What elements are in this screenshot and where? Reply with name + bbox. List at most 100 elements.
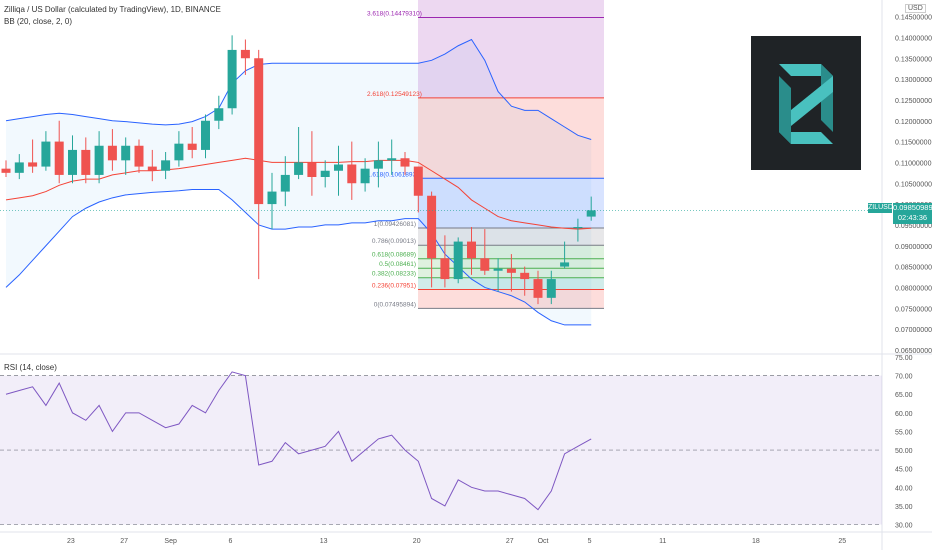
- fib-zone: [418, 227, 604, 246]
- candle-body[interactable]: [134, 145, 144, 167]
- candle-body[interactable]: [453, 241, 463, 280]
- candle-body[interactable]: [174, 143, 184, 161]
- time-tick-label: 18: [752, 538, 760, 545]
- price-tick-label: 0.11500000: [895, 140, 932, 147]
- fib-level-label: 0.382(0.08233): [372, 271, 416, 278]
- fib-level-label: 3.618(0.14479310): [367, 10, 422, 17]
- candle-body[interactable]: [400, 158, 410, 167]
- rsi-tick-label: 75.00: [895, 355, 913, 362]
- candle-body[interactable]: [1, 168, 11, 173]
- rsi-tick-label: 50.00: [895, 448, 913, 455]
- time-tick-label: 27: [120, 538, 128, 545]
- candle-body[interactable]: [360, 168, 370, 184]
- candle-body[interactable]: [347, 164, 357, 184]
- current-price-tag: 0.09850989 02:43:36: [893, 203, 932, 224]
- fib-level-label: 1(0.09426081): [374, 221, 416, 228]
- candle-body[interactable]: [307, 162, 317, 177]
- price-tick-label: 0.08000000: [895, 285, 932, 292]
- candle-body[interactable]: [373, 160, 383, 169]
- candle-body[interactable]: [560, 262, 570, 267]
- rsi-tick-label: 55.00: [895, 429, 913, 436]
- candle-body[interactable]: [201, 120, 210, 150]
- rsi-tick-label: 30.00: [895, 523, 913, 530]
- rsi-indicator-label[interactable]: RSI (14, close): [4, 363, 57, 372]
- candle-body[interactable]: [480, 258, 490, 271]
- time-tick-label: 25: [838, 538, 846, 545]
- fib-level-label: 2.618(0.12549123): [367, 91, 422, 98]
- fib-level-label: 0.236(0.07951): [372, 282, 416, 289]
- price-tick-label: 0.14500000: [895, 15, 932, 22]
- candle-body[interactable]: [267, 191, 277, 205]
- candle-body[interactable]: [28, 162, 38, 167]
- rsi-line: [5, 371, 592, 511]
- candle-body[interactable]: [546, 279, 556, 298]
- fib-level-label: 0.786(0.09013): [372, 238, 416, 245]
- candle-body[interactable]: [586, 210, 596, 217]
- candle-body[interactable]: [320, 170, 330, 177]
- candle-body[interactable]: [14, 162, 24, 173]
- price-tick-label: 0.13000000: [895, 77, 932, 84]
- time-tick-label: 13: [320, 538, 328, 545]
- fib-zone: [418, 245, 604, 259]
- candle-body[interactable]: [440, 258, 450, 280]
- candle-body[interactable]: [493, 268, 503, 271]
- candle-body[interactable]: [161, 160, 171, 171]
- candle-body[interactable]: [41, 141, 51, 167]
- time-tick-label: 6: [229, 538, 233, 545]
- rsi-tick-label: 40.00: [895, 485, 913, 492]
- candle-body[interactable]: [121, 145, 131, 161]
- candle-body[interactable]: [520, 272, 530, 280]
- fib-level-label: 0(0.07495894): [374, 301, 416, 308]
- candle-body[interactable]: [427, 195, 437, 259]
- zilliqa-logo-icon: [751, 36, 861, 170]
- candle-body[interactable]: [107, 145, 117, 161]
- price-tick-label: 0.09000000: [895, 244, 932, 251]
- candle-body[interactable]: [334, 164, 343, 171]
- fib-zone: [418, 289, 604, 309]
- candle-body[interactable]: [467, 241, 476, 259]
- fib-zone: [418, 17, 604, 98]
- candle-body[interactable]: [147, 166, 157, 171]
- rsi-tick-label: 60.00: [895, 411, 913, 418]
- candle-body[interactable]: [227, 49, 237, 109]
- candle-body[interactable]: [506, 268, 516, 273]
- bb-lower-line: [5, 189, 592, 326]
- candle-body[interactable]: [187, 143, 197, 150]
- price-tick-label: 0.07500000: [895, 306, 932, 313]
- price-tick-label: 0.11000000: [895, 160, 932, 167]
- candle-body[interactable]: [533, 279, 543, 298]
- price-tick-label: 0.13500000: [895, 56, 932, 63]
- time-tick-label: 20: [413, 538, 421, 545]
- currency-label[interactable]: USD: [905, 4, 926, 13]
- rsi-tick-label: 35.00: [895, 504, 913, 511]
- candle-body[interactable]: [573, 227, 583, 228]
- candle-body[interactable]: [294, 162, 304, 175]
- time-tick-label: Sep: [164, 538, 177, 545]
- fib-level-label: 0.5(0.08461): [379, 261, 416, 268]
- rsi-tick-label: 70.00: [895, 374, 913, 381]
- fib-level-label: 1.618(0.10618936): [367, 171, 422, 178]
- candle-body[interactable]: [68, 149, 77, 175]
- candle-body[interactable]: [94, 145, 104, 175]
- symbol-price-tag: ZILUSD: [868, 203, 893, 213]
- candle-body[interactable]: [413, 166, 423, 196]
- price-tick-label: 0.06500000: [895, 348, 932, 355]
- price-tick-label: 0.12000000: [895, 119, 932, 126]
- price-tick-label: 0.12500000: [895, 98, 932, 105]
- candle-body[interactable]: [254, 58, 264, 205]
- bar-countdown: 02:43:36: [897, 213, 928, 222]
- candle-body[interactable]: [387, 158, 397, 161]
- candle-body[interactable]: [240, 49, 250, 59]
- candle-body[interactable]: [214, 108, 224, 121]
- candle-body[interactable]: [280, 174, 290, 192]
- rsi-tick-label: 45.00: [895, 467, 913, 474]
- current-price-value: 0.09850989: [893, 203, 932, 212]
- candle-body[interactable]: [81, 149, 91, 175]
- bb-indicator-label[interactable]: BB (20, close, 2, 0): [4, 17, 73, 26]
- time-tick-label: 23: [67, 538, 75, 545]
- fib-level-label: 0.618(0.08689): [372, 252, 416, 259]
- candle-body[interactable]: [54, 141, 64, 175]
- time-tick-label: 5: [588, 538, 592, 545]
- time-tick-label: 11: [659, 538, 666, 545]
